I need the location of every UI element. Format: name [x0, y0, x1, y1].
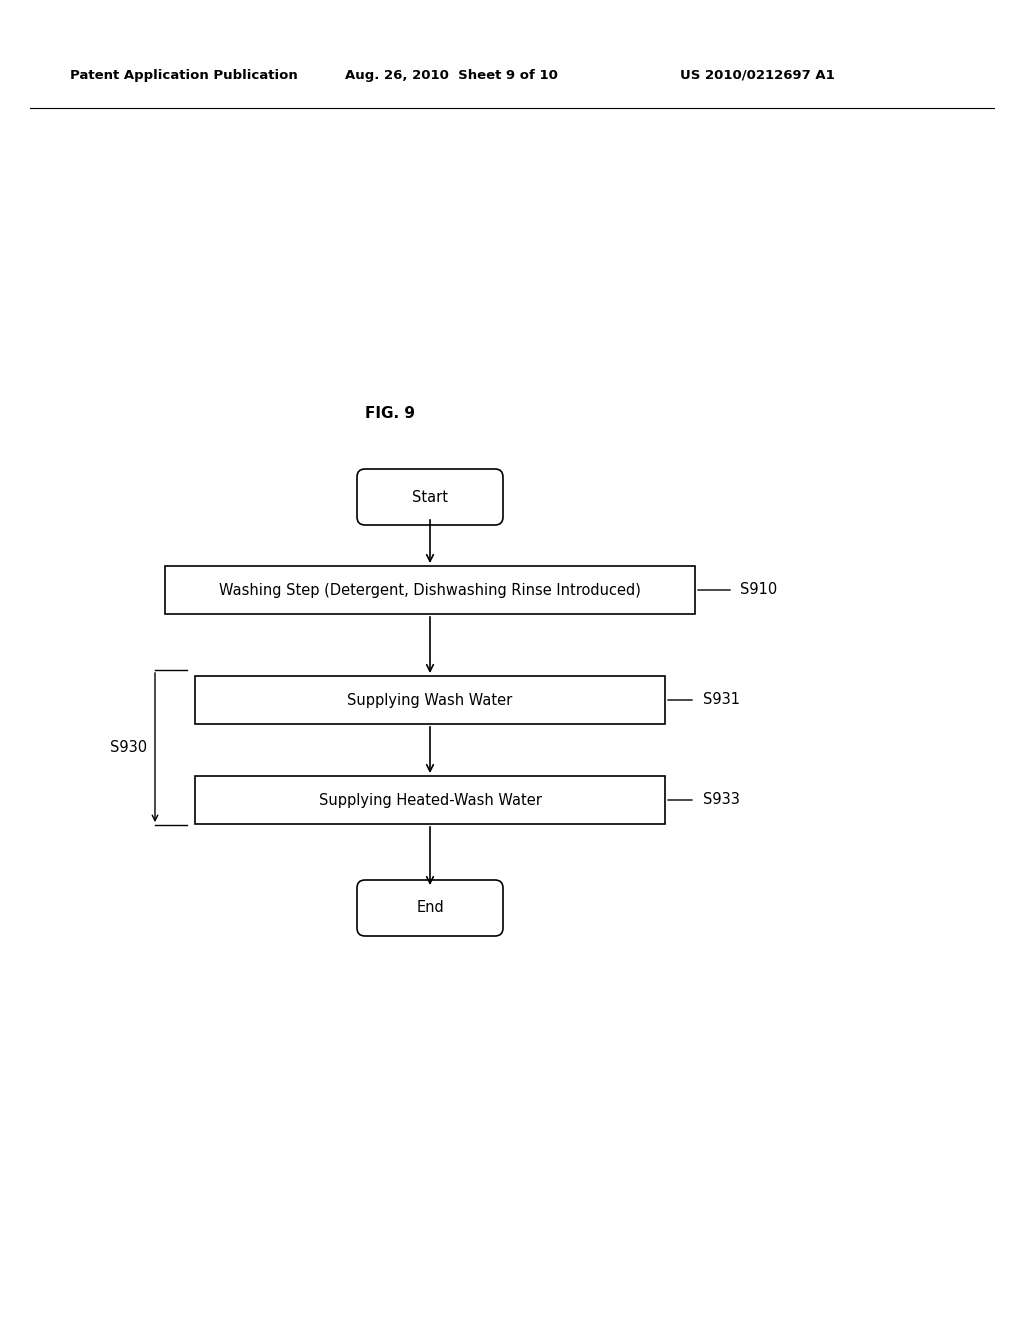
FancyBboxPatch shape	[195, 776, 665, 824]
FancyBboxPatch shape	[357, 469, 503, 525]
Text: S933: S933	[703, 792, 740, 808]
Text: Supplying Wash Water: Supplying Wash Water	[347, 693, 513, 708]
Text: Washing Step (Detergent, Dishwashing Rinse Introduced): Washing Step (Detergent, Dishwashing Rin…	[219, 582, 641, 598]
FancyBboxPatch shape	[165, 566, 695, 614]
Text: S930: S930	[110, 741, 147, 755]
FancyBboxPatch shape	[195, 676, 665, 723]
Text: End: End	[416, 900, 443, 916]
Text: US 2010/0212697 A1: US 2010/0212697 A1	[680, 69, 835, 82]
Text: Supplying Heated-Wash Water: Supplying Heated-Wash Water	[318, 792, 542, 808]
Text: FIG. 9: FIG. 9	[365, 405, 415, 421]
Text: Aug. 26, 2010  Sheet 9 of 10: Aug. 26, 2010 Sheet 9 of 10	[345, 69, 558, 82]
Text: S910: S910	[740, 582, 777, 598]
FancyBboxPatch shape	[357, 880, 503, 936]
Text: Patent Application Publication: Patent Application Publication	[70, 69, 298, 82]
Text: S931: S931	[703, 693, 740, 708]
Text: Start: Start	[412, 490, 449, 504]
